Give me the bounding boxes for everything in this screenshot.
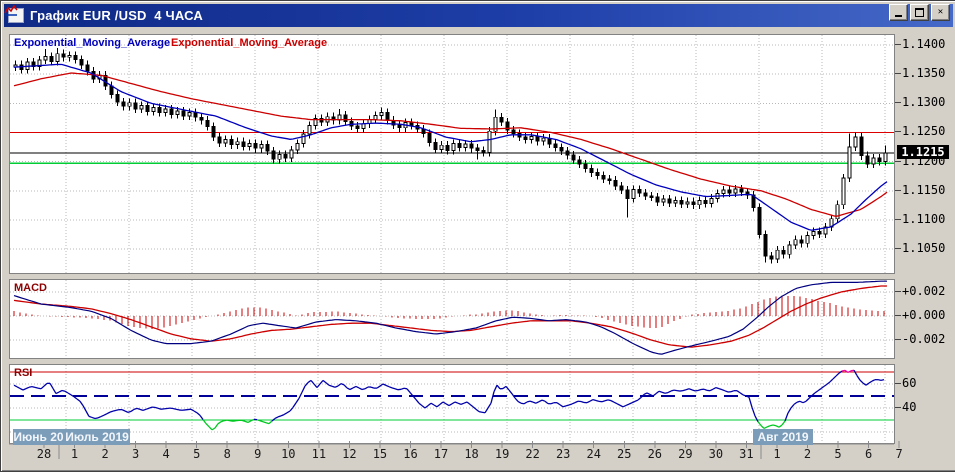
date-axis-label: 29 [678, 447, 692, 461]
date-axis-label: 28 [37, 447, 51, 461]
axis-label: 60 [902, 376, 916, 390]
axis-label: +0.000 [902, 308, 945, 322]
date-axis-label: 12 [342, 447, 356, 461]
date-axis-label: 22 [525, 447, 539, 461]
month-badge: Июль 2019 [64, 429, 130, 445]
macd-label: MACD [14, 282, 47, 294]
ema-fast-label: Exponential_Moving_Average [14, 37, 170, 49]
axis-tick [895, 44, 901, 45]
month-badge: Июнь 20 [13, 429, 64, 445]
window-title: График EUR /USD 4 ЧАСА [30, 8, 203, 23]
date-axis-label: 8 [224, 447, 231, 461]
date-axis-label: 25 [617, 447, 631, 461]
axis-label: 40 [902, 400, 916, 414]
axis-label: 1.1350 [902, 66, 945, 80]
title-bar[interactable]: График EUR /USD 4 ЧАСА [4, 4, 953, 27]
date-axis-label: 6 [865, 447, 872, 461]
date-axis-label: 4 [163, 447, 170, 461]
axis-tick [895, 291, 901, 292]
rsi-label: RSI [14, 367, 32, 379]
date-axis-label: 11 [312, 447, 326, 461]
axis-label: -0.002 [902, 332, 945, 346]
date-axis-label: 1 [773, 447, 780, 461]
date-axis-label: 30 [709, 447, 723, 461]
month-badge: Авг 2019 [753, 429, 813, 445]
maximize-icon [915, 8, 924, 17]
axis-tick [895, 131, 901, 132]
axis-tick [895, 219, 901, 220]
axis-label: 1.1400 [902, 37, 945, 51]
ema-slow-label: Exponential_Moving_Average [171, 37, 327, 49]
date-axis-label: 31 [739, 447, 753, 461]
axis-label: 1.1300 [902, 95, 945, 109]
close-button[interactable]: ✕ [931, 4, 950, 21]
date-axis-label: 10 [281, 447, 295, 461]
axis-label: 1.1100 [902, 212, 945, 226]
date-axis-label: 23 [556, 447, 570, 461]
candlestick-chart [10, 35, 894, 273]
minimize-button[interactable] [889, 4, 908, 21]
axis-tick [895, 73, 901, 74]
axis-label: 1.1050 [902, 241, 945, 255]
axis-label: 1.1150 [902, 183, 945, 197]
date-axis-label: 26 [648, 447, 662, 461]
axis-tick [895, 315, 901, 316]
date-axis-label: 16 [403, 447, 417, 461]
axis-tick [895, 383, 901, 384]
date-axis-label: 2 [101, 447, 108, 461]
macd-panel[interactable] [9, 279, 895, 359]
price-chart-panel[interactable] [9, 34, 895, 274]
date-axis-label: 2 [804, 447, 811, 461]
date-axis-label: 19 [495, 447, 509, 461]
axis-tick [895, 161, 901, 162]
axis-tick [895, 248, 901, 249]
date-axis-label: 24 [586, 447, 600, 461]
maximize-button[interactable] [910, 4, 929, 21]
date-axis-label: 5 [834, 447, 841, 461]
app-icon [8, 8, 24, 23]
date-axis-label: 15 [373, 447, 387, 461]
axis-tick [895, 339, 901, 340]
macd-chart [10, 280, 894, 358]
date-axis-label: 5 [193, 447, 200, 461]
date-axis-label: 17 [434, 447, 448, 461]
axis-tick [895, 190, 901, 191]
current-price-tag: 1.1215 [897, 145, 949, 159]
minimize-icon [895, 9, 902, 17]
axis-label: 1.1250 [902, 124, 945, 138]
date-axis-label: 1 [71, 447, 78, 461]
date-axis-label: 18 [464, 447, 478, 461]
axis-tick [895, 407, 901, 408]
date-axis-label: 7 [895, 447, 902, 461]
axis-label: +0.002 [902, 284, 945, 298]
axis-tick [895, 102, 901, 103]
date-axis-label: 3 [132, 447, 139, 461]
close-icon: ✕ [938, 8, 943, 17]
date-axis-label: 9 [254, 447, 261, 461]
